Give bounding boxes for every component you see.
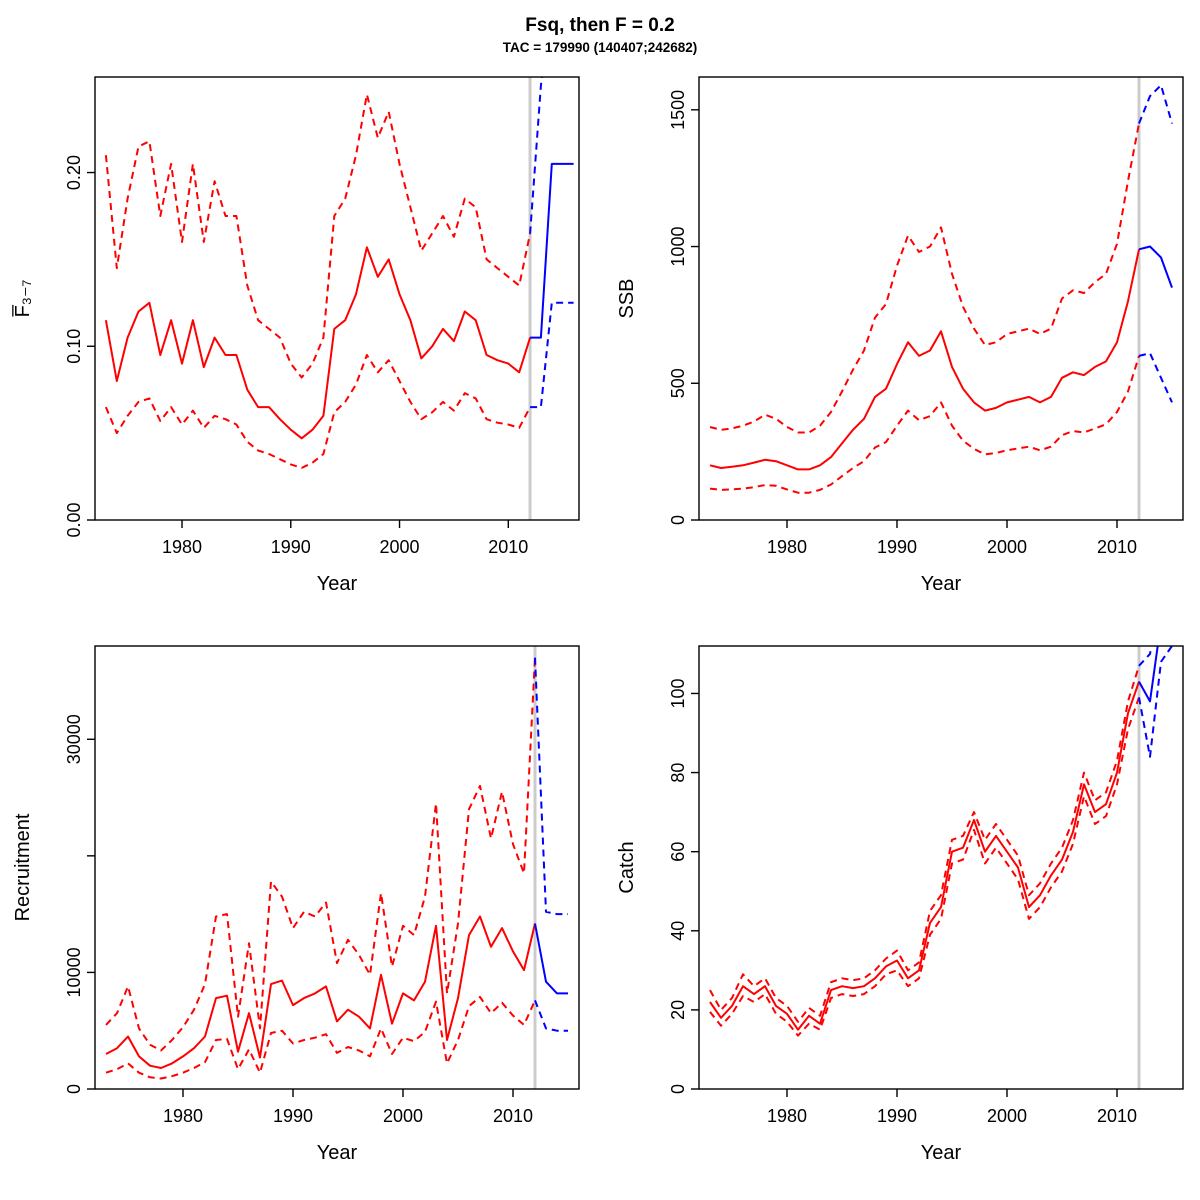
svg-text:2010: 2010	[488, 537, 528, 557]
svg-text:1990: 1990	[271, 537, 311, 557]
svg-text:40: 40	[668, 921, 688, 941]
svg-text:100: 100	[668, 678, 688, 708]
svg-text:0: 0	[668, 1084, 688, 1094]
svg-text:F̅₃₋₇: F̅₃₋₇	[11, 279, 34, 317]
svg-text:Catch: Catch	[616, 841, 638, 893]
plot-ssb: 1980 1990 2000 2010 0 500 1000 1500 Year SSB	[616, 76, 1184, 595]
svg-text:1000: 1000	[668, 227, 688, 267]
svg-text:Year: Year	[317, 1142, 358, 1164]
svg-text:1500: 1500	[668, 90, 688, 130]
plot-catch: 1980 1990 2000 2010 0 20 40 60 80 100 Year Catch	[616, 645, 1184, 1164]
svg-text:1980: 1980	[767, 1106, 807, 1126]
svg-text:1990: 1990	[273, 1106, 313, 1126]
svg-text:2000: 2000	[380, 537, 420, 557]
svg-text:1990: 1990	[877, 537, 917, 557]
svg-text:60: 60	[668, 842, 688, 862]
svg-text:1980: 1980	[767, 537, 807, 557]
svg-text:1980: 1980	[163, 1106, 203, 1126]
plot-fbar: 1980 1990 2000 2010 0.00 0.10 0.20 Year F̅₃₋₇	[11, 76, 580, 595]
svg-text:Recruitment: Recruitment	[12, 813, 34, 921]
svg-text:2000: 2000	[987, 1106, 1027, 1126]
svg-text:0: 0	[64, 1084, 84, 1094]
svg-text:SSB: SSB	[616, 278, 638, 318]
svg-text:2010: 2010	[1097, 1106, 1137, 1126]
svg-text:20: 20	[668, 1000, 688, 1020]
svg-text:1980: 1980	[162, 537, 202, 557]
svg-text:30000: 30000	[64, 714, 84, 764]
title-block: Fsq, then F = 0.2 TAC = 179990 (140407;2…	[3, 3, 1197, 67]
plot-recruitment: 1980 1990 2000 2010 0 10000 30000 Year Recruitme…	[12, 645, 580, 1164]
plot-grid: 1980 1990 2000 2010 0.00 0.10 0.20 Year F̅₃₋₇ 19…	[3, 67, 1197, 1181]
svg-text:2010: 2010	[493, 1106, 533, 1126]
svg-text:Year: Year	[317, 573, 358, 595]
svg-text:0.20: 0.20	[64, 155, 84, 190]
svg-text:2010: 2010	[1097, 537, 1137, 557]
svg-text:2000: 2000	[383, 1106, 423, 1126]
svg-text:Year: Year	[921, 573, 962, 595]
svg-text:1990: 1990	[877, 1106, 917, 1126]
chart-subtitle: TAC = 179990 (140407;242682)	[502, 39, 698, 55]
chart-title: Fsq, then F = 0.2	[525, 15, 675, 36]
svg-text:10000: 10000	[64, 947, 84, 997]
svg-text:500: 500	[668, 368, 688, 398]
svg-text:0: 0	[668, 515, 688, 525]
svg-text:0.00: 0.00	[64, 502, 84, 537]
svg-text:80: 80	[668, 763, 688, 783]
svg-text:0.10: 0.10	[64, 329, 84, 364]
svg-text:Year: Year	[921, 1142, 962, 1164]
svg-text:2000: 2000	[987, 537, 1027, 557]
